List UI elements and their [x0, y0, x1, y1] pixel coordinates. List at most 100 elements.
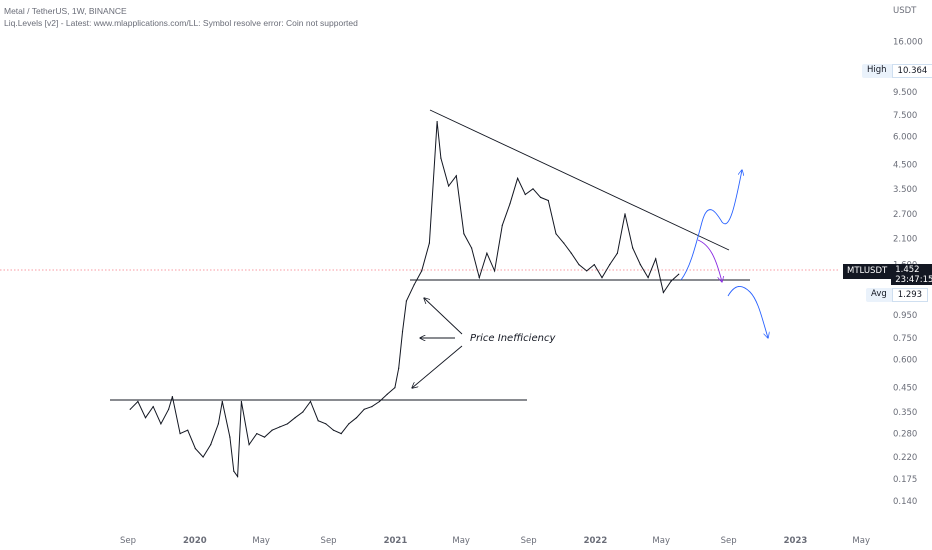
price-point — [517, 177, 519, 179]
price-point — [670, 280, 672, 282]
price-point — [179, 433, 181, 435]
price-point — [601, 277, 603, 279]
price-countdown: 1.452 23:47:15 — [891, 264, 932, 285]
price-point — [317, 420, 319, 422]
price-tick: 0.350 — [893, 408, 917, 418]
price-point — [662, 291, 665, 294]
price-point — [501, 224, 503, 226]
price-point — [237, 475, 239, 478]
price-point — [355, 417, 358, 419]
inefficiency-arrow-up[interactable] — [424, 298, 463, 335]
price-point — [263, 436, 266, 438]
price-point — [478, 277, 480, 279]
price-point — [202, 456, 204, 458]
symbol-label: MTLUSDT — [843, 264, 892, 279]
price-point — [463, 233, 465, 235]
price-point — [578, 264, 580, 266]
time-tick: Sep — [521, 536, 537, 546]
last-price-value: 1.452 — [895, 265, 920, 275]
price-tick: 9.500 — [893, 88, 917, 98]
currency-label: USDT — [893, 6, 917, 16]
price-point — [413, 284, 415, 286]
price-point — [547, 199, 549, 202]
price-point — [486, 252, 488, 254]
price-point — [294, 417, 296, 419]
price-tick: 2.100 — [893, 234, 917, 244]
price-point — [217, 423, 219, 425]
price-point — [401, 331, 404, 333]
price-point — [624, 213, 626, 215]
price-point — [210, 444, 212, 446]
price-tick: 0.950 — [893, 311, 917, 321]
high-label: High — [867, 65, 887, 75]
price-point — [593, 264, 595, 266]
bullish-projection[interactable] — [680, 170, 742, 281]
price-tick: 0.280 — [893, 430, 917, 440]
drawings — [110, 109, 750, 401]
price-point — [137, 400, 139, 403]
price-point — [286, 423, 289, 425]
avg-tag: Avg 1.293 — [866, 288, 929, 302]
time-axis: Sep 2020 May Sep 2021 May Sep 2022 May Sep 2023 May — [120, 536, 870, 546]
price-point — [586, 270, 588, 272]
price-point — [302, 411, 304, 413]
price-point — [386, 393, 388, 395]
bearish-projection[interactable] — [727, 286, 768, 338]
price-tick: 7.500 — [893, 111, 917, 121]
price-point — [279, 426, 281, 428]
price-tick: 0.750 — [893, 334, 917, 344]
avg-label: Avg — [871, 289, 887, 299]
price-tick: 0.220 — [893, 453, 917, 463]
inefficiency-arrow-down[interactable] — [412, 345, 463, 388]
price-tick: 16.000 — [893, 37, 923, 47]
time-tick: 2020 — [183, 536, 207, 546]
price-point — [248, 444, 250, 446]
high-tag: High 10.364 — [862, 64, 932, 78]
high-value: 10.364 — [891, 64, 932, 78]
price-point — [532, 188, 534, 190]
price-point — [160, 423, 162, 425]
drop-arrow[interactable] — [697, 239, 722, 282]
price-point — [455, 175, 457, 177]
price-point — [440, 157, 442, 159]
indicator-label[interactable]: Liq.Levels [v2] - Latest: www.mlapplicat… — [4, 18, 358, 28]
time-tick: Sep — [120, 536, 136, 546]
price-point — [428, 242, 430, 244]
projections — [680, 170, 768, 338]
chart-header: Metal / TetherUS, 1W, BINANCE Liq.Levels… — [4, 5, 358, 29]
price-tick: 0.175 — [893, 475, 917, 485]
chart-title[interactable]: Metal / TetherUS, 1W, BINANCE — [4, 6, 127, 16]
time-tick: 2022 — [584, 536, 608, 546]
price-point — [152, 406, 154, 408]
price-point — [229, 436, 231, 438]
price-point — [616, 252, 619, 254]
price-point — [639, 264, 642, 266]
price-point — [256, 433, 258, 435]
price-point — [448, 185, 450, 187]
price-point — [363, 408, 365, 410]
price-point — [332, 429, 335, 431]
price-axis: USDT16.00012.0009.5007.5006.0004.5003.50… — [893, 6, 923, 507]
time-tick: May — [652, 536, 670, 546]
price-point — [168, 408, 170, 410]
price-points — [129, 121, 680, 478]
price-line — [129, 121, 680, 478]
price-point — [405, 300, 407, 302]
time-tick: Sep — [721, 536, 737, 546]
price-point — [678, 273, 680, 275]
price-point — [194, 448, 196, 450]
price-point — [371, 406, 373, 408]
price-tick: 4.500 — [893, 160, 917, 170]
price-point — [325, 423, 327, 425]
time-tick: Sep — [321, 536, 337, 546]
price-point — [221, 400, 223, 403]
price-point — [494, 270, 496, 272]
price-inefficiency-annotation[interactable]: Price Inefficiency — [470, 333, 556, 344]
price-point — [509, 203, 511, 205]
price-point — [655, 258, 657, 260]
price-point — [555, 233, 557, 235]
descending-trendline[interactable] — [429, 109, 730, 251]
price-point — [436, 121, 438, 123]
price-tick: 0.600 — [893, 356, 917, 366]
